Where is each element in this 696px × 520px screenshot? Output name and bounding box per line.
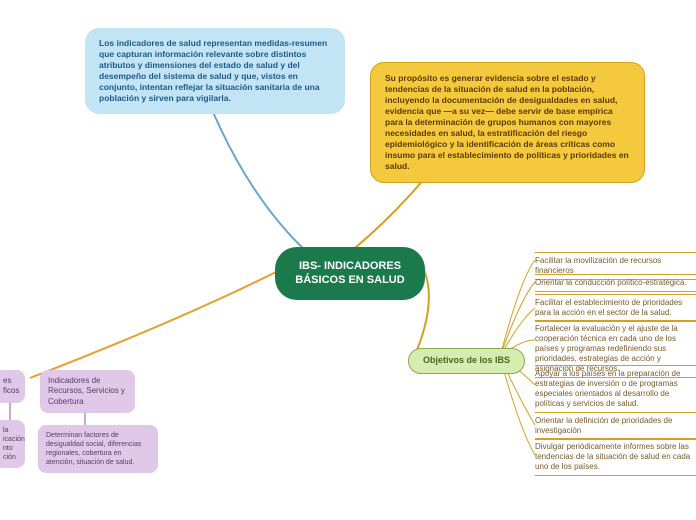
definition-box[interactable]: Los indicadores de salud representan med… [85,28,345,114]
objetivo-item: Facilitar el establecimiento de priorida… [535,294,696,322]
objetivos-node[interactable]: Objetivos de los IBS [408,348,525,374]
purpose-box[interactable]: Su propósito es generar evidencia sobre … [370,62,645,183]
indicator-category-partial[interactable]: es ficos [0,370,25,403]
indicator-category-resources[interactable]: Indicadores de Recursos, Servicios y Cob… [40,370,135,413]
indicator-detail-partial: la icación nto ción [0,420,25,468]
objetivo-item: Orientar la conducción político-estratég… [535,274,696,292]
objetivo-item: Apoyar a los países en la preparación de… [535,365,696,413]
central-node[interactable]: IBS- INDICADORES BÁSICOS EN SALUD [275,247,425,300]
objetivo-item: Divulgar periódicamente informes sobre l… [535,438,696,476]
indicator-detail-resources: Determinan factores de desigualdad socia… [38,425,158,473]
objetivo-item: Orientar la definición de prioridades de… [535,412,696,440]
